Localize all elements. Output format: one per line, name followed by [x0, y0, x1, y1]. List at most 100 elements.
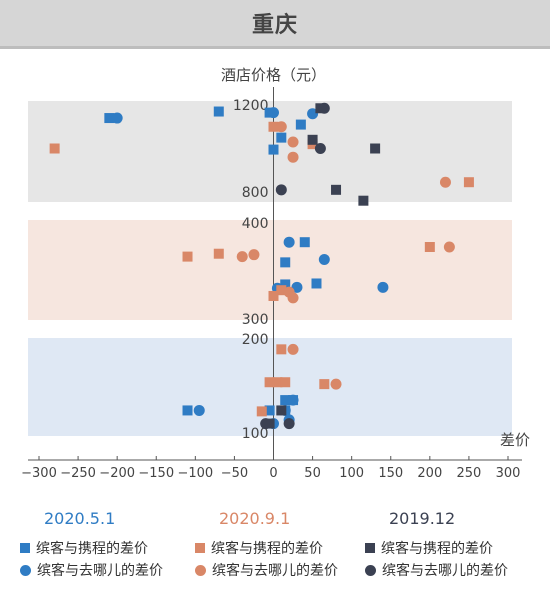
- data-point-circle: [314, 143, 326, 154]
- x-tick-label: −50: [221, 466, 248, 481]
- data-point-square: [182, 251, 193, 262]
- x-tick-label: 200: [417, 466, 442, 481]
- x-tick-label: −150: [138, 466, 174, 481]
- data-point-circle: [193, 404, 205, 416]
- data-point-circle: [283, 418, 295, 430]
- legend-group-2019-12: 2019.12 缤客与携程的差价 缤客与去哪儿的差价: [365, 505, 508, 581]
- circle-marker-icon: [20, 564, 31, 576]
- data-point-square: [276, 405, 287, 416]
- data-point-square: [182, 405, 193, 416]
- legend-item-label: 缤客与携程的差价: [36, 541, 148, 557]
- x-tick-label: −200: [99, 466, 135, 481]
- x-tick-label: −250: [60, 466, 96, 481]
- legend-group-title: 2020.5.1: [44, 509, 116, 528]
- data-point-circle: [275, 184, 287, 196]
- data-point-square: [280, 257, 291, 268]
- data-point-square: [213, 106, 224, 117]
- data-point-circle: [307, 108, 319, 120]
- data-point-square: [295, 119, 306, 130]
- data-point-square: [280, 279, 291, 290]
- data-point-circle: [443, 241, 455, 253]
- circle-marker-icon: [365, 564, 376, 576]
- data-point-square: [424, 242, 435, 252]
- data-point-circle: [318, 253, 330, 265]
- legend-item-label: 缤客与去哪儿的差价: [382, 563, 508, 579]
- data-point-square: [276, 132, 287, 143]
- y-tick-label: 100: [242, 426, 269, 442]
- data-point-circle: [287, 394, 299, 406]
- data-point-circle: [260, 418, 272, 430]
- data-point-circle: [330, 378, 342, 390]
- y-tick-label: 200: [242, 332, 269, 348]
- data-point-square: [463, 177, 474, 188]
- data-point-square: [104, 113, 115, 124]
- data-point-square: [49, 143, 60, 154]
- square-marker-icon: [365, 543, 375, 553]
- legend-item-label: 缤客与去哪儿的差价: [37, 563, 163, 579]
- data-point-square: [268, 144, 279, 155]
- x-tick-label: 300: [496, 466, 521, 481]
- square-marker-icon: [195, 543, 205, 553]
- x-tick-label: 150: [378, 466, 403, 481]
- legend-item-label: 缤客与携程的差价: [381, 541, 493, 557]
- legend-item: 缤客与携程的差价: [365, 537, 508, 559]
- y-tick-label: 800: [242, 185, 269, 201]
- legend-item: 缤客与携程的差价: [20, 537, 163, 559]
- data-point-circle: [287, 292, 299, 304]
- legend-item-label: 缤客与去哪儿的差价: [212, 563, 338, 579]
- band-middle: [28, 220, 512, 320]
- data-point-square: [268, 290, 279, 301]
- data-point-square: [276, 285, 287, 296]
- legend-item-label: 缤客与携程的差价: [211, 541, 323, 557]
- legend-group-2020-5-1: 2020.5.1 缤客与携程的差价 缤客与去哪儿的差价: [20, 505, 163, 581]
- data-point-square: [213, 248, 224, 259]
- chart-title: 重庆: [251, 13, 298, 38]
- data-point-circle: [268, 107, 279, 119]
- title-bar: 重庆: [0, 0, 550, 49]
- y-tick-label: 300: [242, 312, 269, 328]
- legend: 2020.5.1 缤客与携程的差价 缤客与去哪儿的差价 2020.9.1 缤客与…: [0, 505, 550, 604]
- legend-group-title: 2020.9.1: [219, 509, 291, 528]
- x-tick-label: 50: [304, 466, 321, 481]
- data-point-circle: [283, 236, 295, 248]
- x-tick-label: 0: [269, 466, 277, 481]
- legend-group-title: 2019.12: [389, 509, 456, 528]
- x-tick-label: −300: [21, 466, 57, 481]
- data-point-square: [307, 134, 318, 145]
- data-point-square: [358, 195, 369, 206]
- data-point-square: [256, 406, 267, 417]
- data-point-square: [331, 184, 342, 195]
- data-point-circle: [377, 281, 389, 293]
- x-tick-label: 100: [339, 466, 364, 481]
- data-point-circle: [248, 249, 260, 261]
- data-point-circle: [318, 102, 330, 114]
- y-tick-label: 1200: [233, 98, 269, 114]
- data-point-square: [272, 377, 283, 388]
- data-point-circle: [287, 151, 299, 163]
- data-point-circle: [111, 112, 123, 124]
- data-point-square: [280, 395, 291, 406]
- y-axis-label: 酒店价格（元）: [221, 66, 326, 84]
- data-point-square: [319, 379, 330, 390]
- data-point-square: [311, 278, 322, 289]
- legend-item: 缤客与去哪儿的差价: [20, 559, 163, 581]
- x-tick-label: 250: [457, 466, 482, 481]
- legend-item: 缤客与携程的差价: [195, 537, 338, 559]
- data-point-circle: [287, 343, 299, 355]
- square-marker-icon: [20, 543, 30, 553]
- legend-item: 缤客与去哪儿的差价: [365, 559, 508, 581]
- data-point-circle: [287, 136, 299, 148]
- data-point-square: [264, 405, 275, 416]
- y-tick-label: 400: [242, 216, 269, 232]
- x-tick-label: −100: [177, 466, 213, 481]
- data-point-square: [299, 237, 310, 248]
- legend-item: 缤客与去哪儿的差价: [195, 559, 338, 581]
- data-point-square: [280, 377, 291, 388]
- data-point-circle: [236, 251, 248, 263]
- data-point-square: [370, 143, 381, 154]
- circle-marker-icon: [195, 564, 206, 576]
- data-point-circle: [439, 176, 451, 188]
- legend-group-2020-9-1: 2020.9.1 缤客与携程的差价 缤客与去哪儿的差价: [195, 505, 338, 581]
- x-axis-label: 差价: [500, 431, 530, 449]
